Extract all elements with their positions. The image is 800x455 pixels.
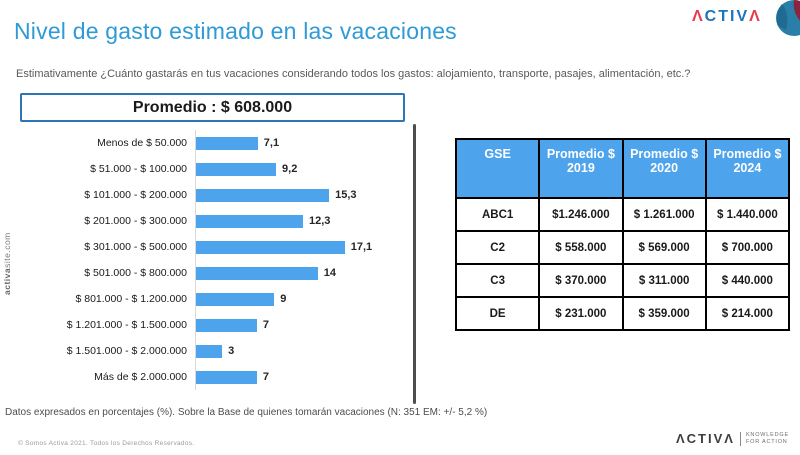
table-cell: $ 1.440.000 <box>704 197 791 232</box>
globe-icon <box>772 0 800 40</box>
table-row: C3 $ 370.000 $ 311.000 $ 440.000 <box>454 263 791 298</box>
promedio-label: Promedio : $ 608.000 <box>132 98 293 116</box>
table-cell: ABC1 <box>454 197 541 232</box>
table-cell: C2 <box>454 230 541 265</box>
bar <box>196 188 330 202</box>
bar <box>196 344 223 358</box>
table-cell: $ 1.261.000 <box>621 197 707 232</box>
bar-area: 14 <box>195 260 407 286</box>
question-text: Estimativamente ¿Cuánto gastarás en tus … <box>16 68 691 80</box>
chart-row: $ 501.000 - $ 800.000 14 <box>15 260 407 286</box>
table-cell: $ 569.000 <box>621 230 707 265</box>
chart-row: $ 101.000 - $ 200.000 15,3 <box>15 182 407 208</box>
bar <box>196 240 345 254</box>
chart-row: $ 1.201.000 - $ 1.500.000 7 <box>15 312 407 338</box>
bar-area: 7 <box>195 312 407 338</box>
category-label: $ 801.000 - $ 1.200.000 <box>75 293 187 305</box>
promedio-box: Promedio : $ 608.000 <box>20 93 405 122</box>
bar-area: 9,2 <box>195 156 407 182</box>
activa-logo: ΛCTIVΛ <box>692 8 762 26</box>
value-label: 15,3 <box>335 189 357 201</box>
bar-area: 17,1 <box>195 234 407 260</box>
table-header-cell: Promedio $ 2020 <box>621 138 707 199</box>
gse-table: GSE Promedio $ 2019 Promedio $ 2020 Promedi… <box>454 138 791 331</box>
watermark-bold: activa <box>2 267 12 295</box>
page-title: Nivel de gasto estimado en las vacacione… <box>14 18 457 44</box>
watermark: activasite.com <box>2 185 12 295</box>
bar <box>196 318 257 332</box>
logo-letter: Λ <box>749 8 762 25</box>
table-cell: $ 231.000 <box>538 296 624 331</box>
table-row: DE $ 231.000 $ 359.000 $ 214.000 <box>454 296 791 331</box>
logo-letter: Λ <box>692 8 705 25</box>
category-label: $ 101.000 - $ 200.000 <box>84 189 187 201</box>
table-row: ABC1 $1.246.000 $ 1.261.000 $ 1.440.000 <box>454 197 791 232</box>
bar-area: 7 <box>195 364 407 390</box>
logo-separator <box>739 431 741 446</box>
logo-letters: CTIV <box>704 8 750 25</box>
category-label: $ 201.000 - $ 300.000 <box>84 215 187 227</box>
table-header-cell: Promedio $ 2019 <box>538 138 624 199</box>
table-cell: $ 440.000 <box>704 263 791 298</box>
table-cell: $ 558.000 <box>538 230 624 265</box>
bar <box>196 136 258 150</box>
bar <box>196 292 275 306</box>
table-cell: C3 <box>454 263 541 298</box>
chart-row: $ 801.000 - $ 1.200.000 9 <box>15 286 407 312</box>
activa-footer-logo: ΛCTIVΛ KNOWLEDGE FOR ACTION <box>676 431 789 446</box>
tagline-line2: FOR ACTION <box>745 438 788 445</box>
table-cell: $ 214.000 <box>704 296 791 331</box>
value-label: 7 <box>262 371 270 383</box>
table-header-cell: Promedio $ 2024 <box>704 138 791 199</box>
table-row: C2 $ 558.000 $ 569.000 $ 700.000 <box>454 230 791 265</box>
value-label: 7,1 <box>263 137 280 149</box>
bar-area: 12,3 <box>195 208 407 234</box>
category-label: Menos de $ 50.000 <box>97 137 187 149</box>
value-label: 9 <box>280 293 287 305</box>
copyright: © Somos Activa 2021. Todos los Derechos … <box>18 440 195 447</box>
vertical-divider <box>413 124 416 404</box>
value-label: 7 <box>262 319 270 331</box>
chart-row: Más de $ 2.000.000 7 <box>15 364 407 390</box>
table-cell: $1.246.000 <box>538 197 624 232</box>
table-cell: $ 311.000 <box>621 263 707 298</box>
bar-area: 3 <box>195 338 407 364</box>
chart-row: $ 1.501.000 - $ 2.000.000 3 <box>15 338 407 364</box>
value-label: 9,2 <box>282 163 298 175</box>
tagline-line1: KNOWLEDGE <box>745 431 789 438</box>
table-cell: DE <box>454 296 541 331</box>
bar <box>196 162 277 176</box>
bar <box>196 266 318 280</box>
value-label: 17,1 <box>350 241 373 253</box>
category-label: $ 1.501.000 - $ 2.000.000 <box>66 345 187 357</box>
table-cell: $ 359.000 <box>621 296 707 331</box>
footer-logo-text: ΛCTIVΛ <box>676 431 735 446</box>
chart-row: $ 51.000 - $ 100.000 9,2 <box>15 156 407 182</box>
chart-row: $ 201.000 - $ 300.000 12,3 <box>15 208 407 234</box>
category-label: $ 301.000 - $ 500.000 <box>84 241 187 253</box>
footnote: Datos expresados en porcentajes (%). Sob… <box>5 407 488 418</box>
bar-area: 7,1 <box>195 130 407 156</box>
bar <box>196 214 303 228</box>
value-label: 12,3 <box>309 215 331 227</box>
watermark-rest: site.com <box>2 232 12 268</box>
category-label: $ 51.000 - $ 100.000 <box>90 163 187 175</box>
value-label: 14 <box>323 267 337 279</box>
bar-area: 15,3 <box>195 182 407 208</box>
bar <box>196 370 257 384</box>
footer-tagline: KNOWLEDGE FOR ACTION <box>746 432 789 446</box>
table-header-row: GSE Promedio $ 2019 Promedio $ 2020 Promedi… <box>454 138 791 199</box>
chart-row: Menos de $ 50.000 7,1 <box>15 130 407 156</box>
category-label: $ 501.000 - $ 800.000 <box>84 267 187 279</box>
table-cell: $ 700.000 <box>704 230 791 265</box>
bar-area: 9 <box>195 286 407 312</box>
value-label: 3 <box>228 345 235 357</box>
category-label: $ 1.201.000 - $ 1.500.000 <box>66 319 187 331</box>
table-header-cell: GSE <box>454 138 541 199</box>
bar-chart: Menos de $ 50.000 7,1 $ 51.000 - $ 100.000… <box>15 130 407 390</box>
chart-row: $ 301.000 - $ 500.000 17,1 <box>15 234 407 260</box>
category-label: Más de $ 2.000.000 <box>94 371 187 383</box>
table-cell: $ 370.000 <box>538 263 624 298</box>
